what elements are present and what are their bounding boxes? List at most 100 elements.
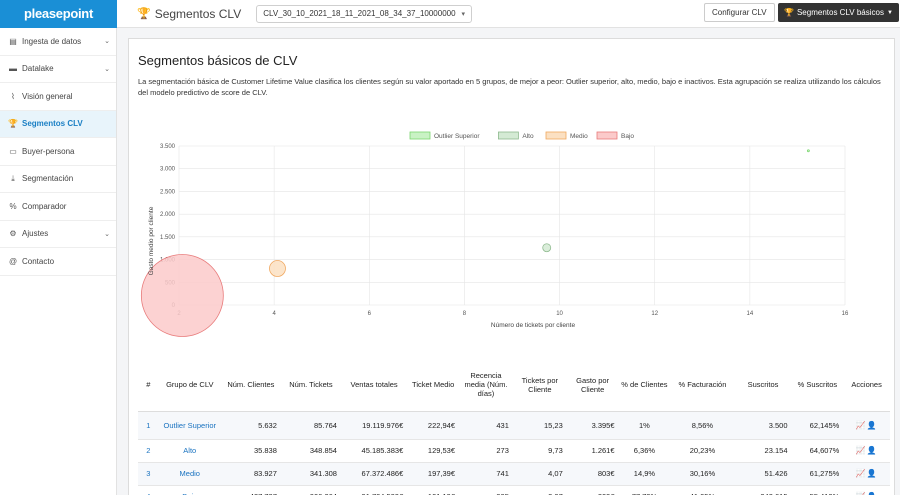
legend-label[interactable]: Medio: [570, 133, 588, 140]
col-header-tickets: Núm. Tickets: [280, 359, 341, 412]
group-link[interactable]: Outlier Superior: [158, 411, 221, 440]
table-row: 3 Medio 83.927 341.308 67.372.486€ 197,3…: [138, 462, 890, 486]
sidebar-item-label: Contacto: [22, 256, 55, 266]
add-user-icon[interactable]: 👤: [866, 469, 878, 478]
add-user-icon[interactable]: 👤: [866, 446, 878, 455]
x-tick-label: 12: [651, 311, 658, 317]
sidebar-item-datalake[interactable]: ▬ Datalake ⌄: [0, 56, 116, 83]
table-row: 2 Alto 35.838 348.854 45.185.383€ 129,53…: [138, 439, 890, 463]
chevron-down-icon: ⌄: [104, 38, 110, 46]
cell-tickets-per-client: 2,07: [512, 485, 567, 495]
segments-dropdown-button[interactable]: 🏆 Segmentos CLV básicos ▼: [778, 3, 899, 22]
bubble-alto[interactable]: [542, 243, 552, 253]
model-select[interactable]: CLV_30_10_2021_18_11_2021_08_34_37_10000…: [256, 4, 473, 23]
group-link[interactable]: Alto: [158, 439, 221, 463]
trophy-icon: 🏆: [784, 8, 794, 17]
cell-pct-subscribed: 62,145%: [791, 411, 844, 440]
x-tick-label: 8: [463, 311, 467, 317]
cell-pct-subscribed: 64,607%: [791, 439, 844, 463]
segments-dropdown-label: Segmentos CLV básicos: [796, 8, 884, 17]
legend-swatch: [596, 131, 618, 140]
add-user-icon[interactable]: 👤: [866, 420, 878, 430]
add-user-icon[interactable]: 👤: [867, 492, 878, 495]
sidebar-item-ajustes[interactable]: ⚙ Ajustes ⌄: [0, 221, 116, 248]
group-link[interactable]: Bajo: [158, 485, 221, 495]
sidebar: ▤ Ingesta de datos ⌄ ▬ Datalake ⌄ ⌇ Visi…: [0, 28, 117, 495]
app-logo[interactable]: pleasepoint: [24, 6, 93, 21]
sidebar-item-ingesta[interactable]: ▤ Ingesta de datos ⌄: [0, 28, 116, 56]
col-header-group: Grupo de CLV: [158, 359, 221, 412]
cell-tickets: 348.854: [280, 439, 341, 463]
cell-clients: 35.838: [220, 439, 281, 463]
cell-spend-per-client: 803€: [566, 462, 619, 486]
bubble-bajo[interactable]: [140, 254, 224, 337]
cell-pct-clients: 77,73%: [618, 485, 671, 495]
group-link[interactable]: Medio: [158, 462, 221, 486]
row-index: 4: [138, 485, 159, 495]
x-tick-label: 16: [842, 311, 849, 317]
sidebar-item-vision-general[interactable]: ⌇ Visión general: [0, 83, 116, 111]
sidebar-item-segmentos-clv[interactable]: 🏆 Segmentos CLV: [0, 110, 116, 138]
legend-label[interactable]: Alto: [522, 133, 534, 140]
legend-swatch: [409, 131, 431, 140]
gear-icon: ⚙: [9, 229, 17, 239]
cell-recency: 741: [459, 462, 513, 486]
chevron-down-icon: ⌄: [104, 230, 110, 238]
sidebar-item-buyer-persona[interactable]: ▭ Buyer-persona: [0, 138, 116, 166]
sidebar-item-segmentacion[interactable]: ⤓ Segmentación: [0, 166, 116, 193]
col-header-pct-billing: % Facturación: [670, 359, 735, 412]
cell-tickets-per-client: 4,07: [512, 462, 567, 486]
bubble-outlier-superior[interactable]: [806, 149, 810, 153]
id-card-icon: ▭: [9, 146, 17, 156]
cell-pct-clients: 6,36%: [618, 439, 671, 463]
trophy-icon: 🏆: [8, 119, 18, 129]
cell-sales: 45.185.383€: [340, 439, 408, 463]
cell-tickets: 85.764: [280, 411, 341, 440]
chart-icon[interactable]: 📈: [855, 420, 867, 430]
download-icon: ⤓: [11, 173, 15, 183]
chart-icon[interactable]: 📈: [856, 492, 867, 495]
table-row: 4 Bajo 437.787 906.264 91.704.599€ 101,1…: [138, 485, 890, 495]
cell-sales: 67.372.486€: [340, 462, 408, 486]
legend-label[interactable]: Bajo: [621, 133, 634, 140]
sidebar-item-label: Ingesta de datos: [22, 36, 82, 46]
chart-icon[interactable]: 📈: [855, 446, 867, 455]
book-icon: ▤: [9, 36, 17, 46]
y-tick-label: 1.500: [160, 235, 176, 241]
sidebar-item-comparador[interactable]: % Comparador: [0, 193, 116, 221]
cell-actions: 📈👤: [843, 411, 890, 440]
col-header-avg-ticket: Ticket Medio: [407, 359, 460, 412]
chevron-down-icon: ▾: [461, 10, 466, 18]
col-header-tickets-per-client: Tickets por Cliente: [512, 359, 567, 412]
col-header-sales: Ventas totales: [340, 359, 408, 412]
row-index: 1: [138, 411, 159, 440]
x-tick-label: 6: [368, 311, 372, 317]
legend-swatch: [545, 131, 567, 140]
sidebar-item-label: Ajustes: [22, 229, 49, 239]
logo-area[interactable]: pleasepoint: [0, 0, 117, 28]
cell-pct-subscribed: 61,275%: [791, 462, 844, 486]
cell-sales: 19.119.976€: [340, 411, 408, 440]
chart-icon: ⌇: [11, 91, 15, 101]
cell-actions: 📈👤: [843, 485, 890, 495]
x-axis-label: Número de tickets por cliente: [491, 322, 576, 329]
chart-icon[interactable]: 📈: [855, 469, 867, 478]
y-tick-label: 2.500: [160, 189, 176, 195]
y-tick-label: 3.500: [160, 144, 176, 150]
bubble-medio[interactable]: [269, 260, 286, 277]
section-description: La segmentación básica de Customer Lifet…: [138, 77, 881, 97]
sidebar-item-contacto[interactable]: @ Contacto: [0, 248, 116, 276]
cell-sales: 91.704.599€: [340, 485, 408, 495]
configure-clv-button[interactable]: Configurar CLV: [704, 3, 775, 22]
table-header-row: # Grupo de CLV Núm. Clientes Núm. Ticket…: [138, 359, 890, 412]
cell-avg-ticket: 197,39€: [407, 462, 460, 486]
chevron-down-icon: ⌄: [104, 65, 110, 73]
cell-avg-ticket: 222,94€: [407, 411, 460, 440]
col-header-recency: Recencia media (Núm. días): [459, 359, 513, 412]
cell-subscribed: 242.615: [734, 485, 792, 495]
legend-label[interactable]: Outlier Superior: [434, 133, 480, 140]
cell-recency: 905: [459, 485, 513, 495]
col-header-index: #: [138, 359, 159, 412]
y-tick-label: 2.000: [160, 212, 176, 218]
